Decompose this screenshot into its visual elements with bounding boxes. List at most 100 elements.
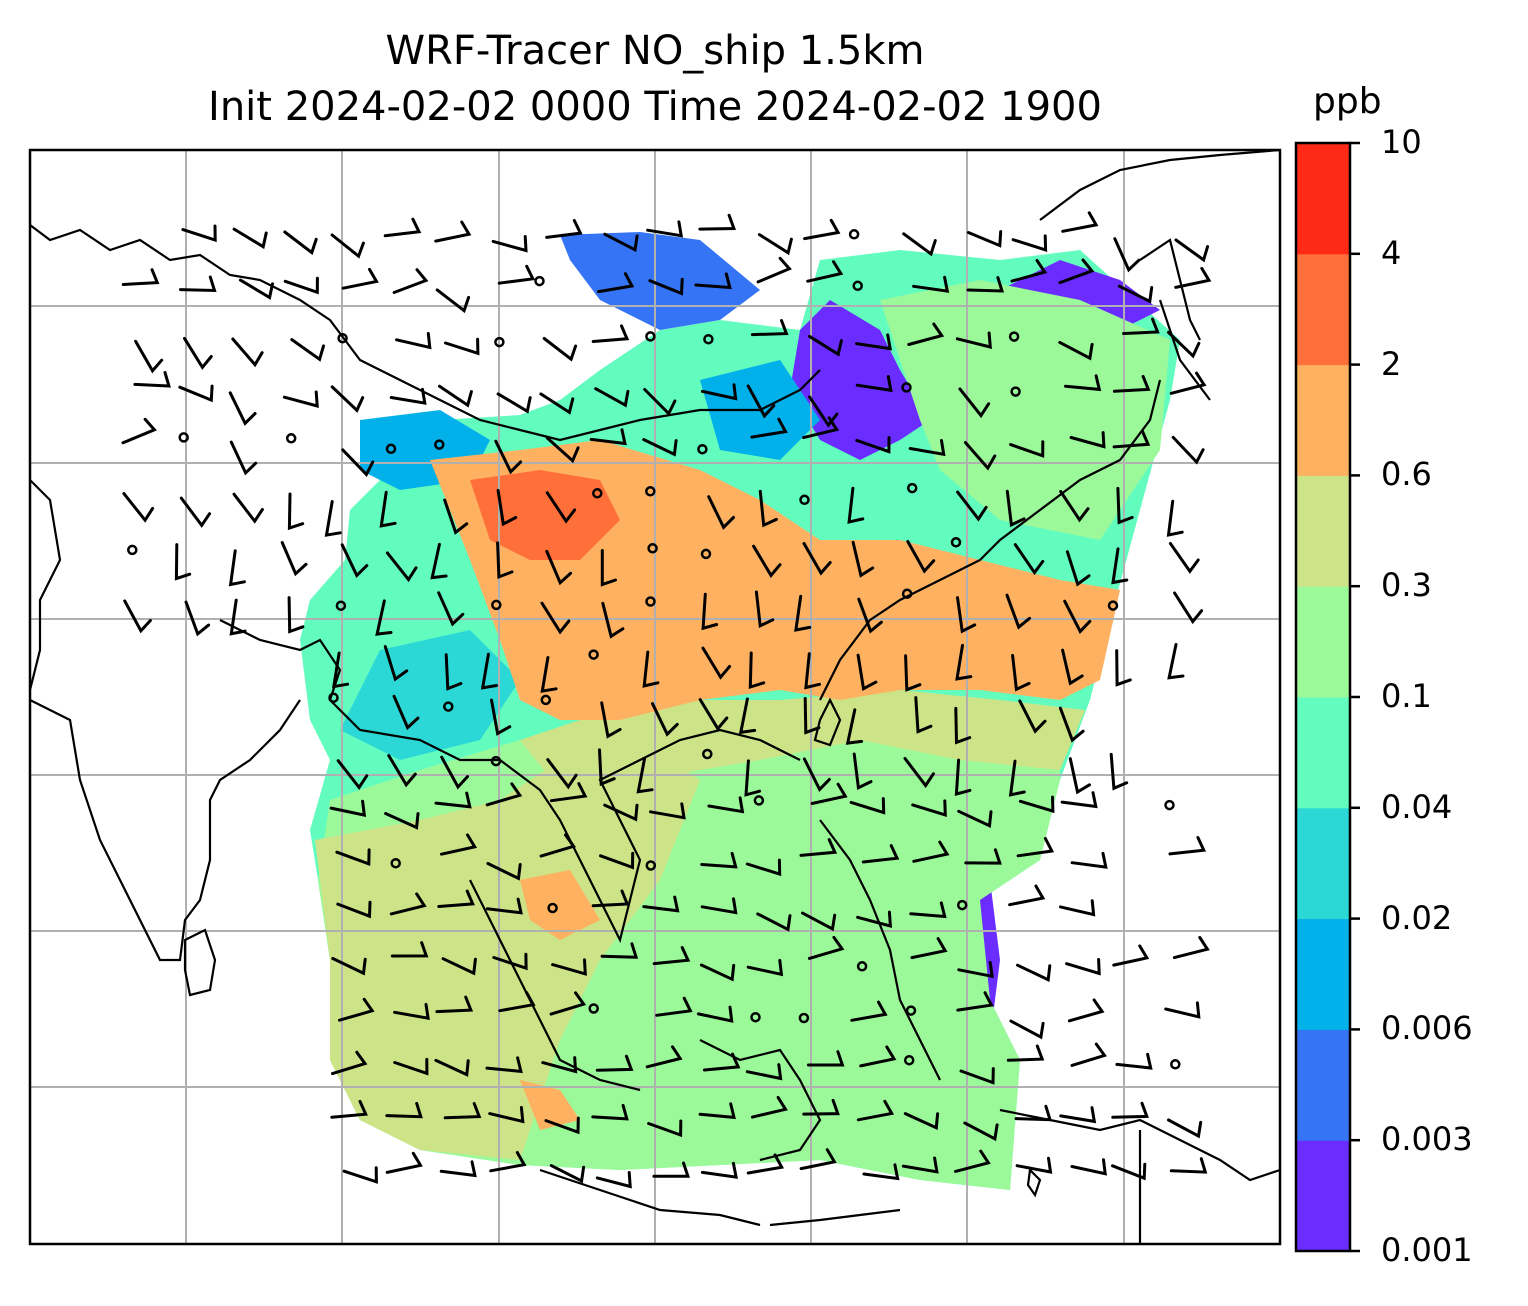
- wind-barb: [594, 387, 630, 408]
- wind-barb: [1008, 884, 1046, 907]
- wind-barb: [698, 213, 737, 231]
- wind-barb: [649, 802, 686, 820]
- wind-barb: [331, 651, 350, 689]
- wind-barb: [758, 489, 778, 528]
- wind-barb: [803, 218, 841, 241]
- wind-barb: [342, 1166, 378, 1184]
- wind-barb: [1063, 599, 1092, 634]
- wind-barb: [1011, 234, 1048, 252]
- wind-barb: [646, 220, 684, 238]
- wind-barb: [1058, 706, 1085, 743]
- wind-barb: [959, 1067, 995, 1085]
- wind-barb: [395, 332, 432, 350]
- wind-barb: [603, 803, 639, 822]
- coastlines: [30, 150, 1280, 1244]
- wind-barb: [389, 892, 427, 916]
- wind-barb: [392, 268, 429, 294]
- wind-barb: [799, 838, 838, 857]
- calm-wind-marker: [856, 961, 868, 972]
- wind-barb: [485, 1056, 523, 1074]
- calm-wind-marker: [905, 1005, 917, 1016]
- wind-barb: [551, 958, 587, 976]
- wind-barb: [1070, 1158, 1107, 1176]
- calm-wind-marker: [534, 275, 545, 287]
- wind-barb: [707, 796, 745, 814]
- wind-barb: [801, 911, 837, 932]
- coast-borneo: [699, 1039, 822, 1162]
- colorbar-tick-label: 0.04: [1381, 787, 1453, 826]
- wind-barb: [544, 1116, 580, 1135]
- field-region-upper: [315, 740, 700, 1160]
- wind-barb: [1167, 330, 1201, 359]
- calm-wind-marker: [703, 333, 714, 345]
- wind-barb: [496, 541, 514, 580]
- wind-barb: [955, 643, 973, 681]
- calm-wind-marker: [1008, 331, 1020, 342]
- calm-wind-marker: [903, 1054, 915, 1066]
- wind-barb: [480, 652, 499, 690]
- wind-barb: [746, 384, 776, 419]
- wind-barb: [437, 889, 475, 908]
- wind-barb: [910, 937, 948, 960]
- wind-barb: [745, 1063, 783, 1081]
- wind-barb: [181, 224, 217, 243]
- wind-barb: [496, 488, 518, 527]
- wind-barb: [862, 1163, 900, 1181]
- wind-barb: [1169, 1157, 1208, 1174]
- wind-barb: [700, 897, 738, 915]
- wind-barb: [802, 757, 831, 792]
- wind-barb: [849, 797, 886, 815]
- wind-barb: [1167, 1118, 1203, 1139]
- calm-wind-marker: [588, 1003, 599, 1014]
- wind-barb: [545, 491, 577, 524]
- wind-barb: [963, 441, 997, 471]
- wind-barb: [909, 901, 947, 919]
- wind-barb: [1018, 795, 1055, 814]
- wind-barb: [752, 544, 782, 578]
- wind-barb: [437, 591, 465, 627]
- wind-barb: [1166, 499, 1184, 537]
- wind-barb: [655, 996, 693, 1017]
- wind-barb: [435, 995, 474, 1014]
- wind-barb: [956, 991, 994, 1012]
- wind-barb: [439, 1160, 477, 1178]
- coast-china-east: [819, 379, 1162, 701]
- wind-barb: [438, 384, 473, 408]
- coast-indochina: [499, 728, 801, 944]
- wind-barb: [1168, 542, 1200, 574]
- wind-barb: [856, 910, 893, 928]
- coast-philippines: [819, 819, 941, 1081]
- calm-wind-marker: [491, 599, 502, 611]
- calm-wind-marker: [390, 857, 401, 869]
- wind-barb: [549, 991, 587, 1016]
- wind-barb: [1112, 374, 1151, 393]
- calm-wind-marker: [799, 494, 810, 506]
- wind-barb: [912, 840, 950, 863]
- wind-barb: [744, 759, 762, 797]
- wind-barb: [335, 848, 371, 867]
- wind-barb: [645, 1045, 683, 1069]
- wind-barb: [642, 895, 680, 913]
- wind-barb: [652, 1161, 690, 1178]
- wind-barb: [698, 1102, 736, 1120]
- wind-barb: [121, 268, 160, 286]
- wind-barb: [600, 549, 617, 587]
- wind-barb: [393, 1057, 429, 1076]
- wind-barb: [901, 1156, 939, 1174]
- wind-barb: [280, 541, 308, 577]
- colorbar-unit: ppb: [1313, 81, 1382, 122]
- wind-barb: [1011, 654, 1031, 692]
- wind-barb: [331, 1050, 368, 1076]
- wind-barb: [857, 597, 883, 634]
- wind-barb: [123, 599, 152, 634]
- wind-barb: [444, 337, 480, 356]
- wind-barb: [601, 601, 625, 639]
- wind-barb: [1069, 431, 1106, 449]
- wind-barb: [389, 387, 427, 405]
- wind-barb: [490, 698, 512, 736]
- wind-barb: [911, 799, 947, 817]
- wind-barb: [228, 391, 257, 426]
- wind-barb: [440, 833, 478, 856]
- wind-barb: [184, 600, 211, 637]
- colorbar-segment: [1296, 1140, 1350, 1252]
